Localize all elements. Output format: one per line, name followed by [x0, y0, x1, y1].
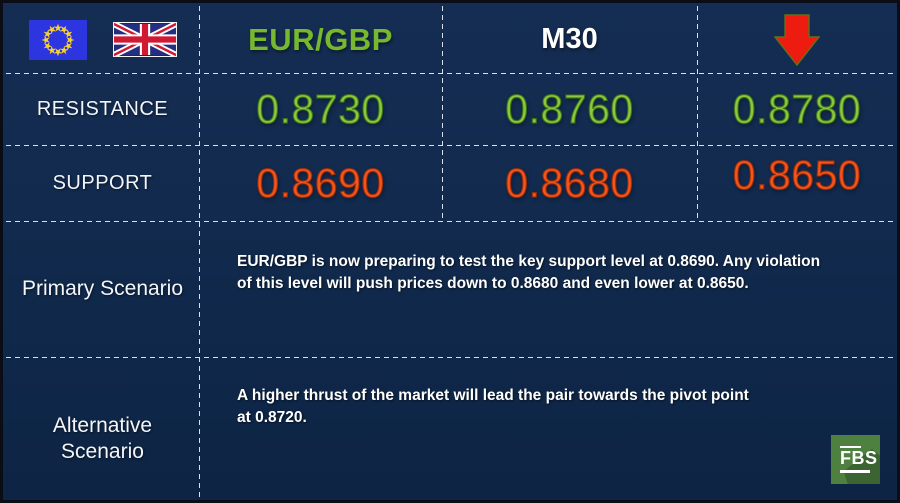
- resistance-label-cell: RESISTANCE: [6, 73, 199, 145]
- alternative-scenario-text: A higher thrust of the market will lead …: [237, 387, 749, 426]
- uk-flag-icon: [112, 22, 177, 57]
- support-value-cell: 0.8690: [199, 145, 442, 221]
- support-value-3: 0.8650: [732, 151, 862, 198]
- grid-line-vertical: [897, 6, 898, 221]
- fbs-logo-overline: [840, 446, 861, 448]
- primary-scenario-label: Primary Scenario: [21, 277, 184, 300]
- grid-line-vertical: [199, 6, 200, 500]
- support-value-cell: 0.8680: [442, 145, 697, 221]
- resistance-value-cell: 0.8760: [442, 73, 697, 145]
- support-value-2: 0.8680: [505, 159, 634, 206]
- fbs-logo-text: FBS: [840, 448, 878, 468]
- pair-title-cell: EUR/GBP: [199, 6, 442, 73]
- resistance-value-cell: 0.8780: [697, 73, 897, 145]
- support-value-cell: 0.8650: [697, 145, 897, 221]
- grid-line-horizontal: [6, 357, 897, 358]
- fbs-logo: FBS: [831, 435, 880, 484]
- down-arrow-icon: [774, 13, 820, 66]
- fbs-logo-underline: [840, 470, 870, 473]
- primary-scenario-label-cell: Primary Scenario: [6, 221, 199, 357]
- pair-title: EUR/GBP: [248, 21, 393, 57]
- grid-line-horizontal: [6, 221, 897, 222]
- resistance-value-3: 0.8780: [732, 85, 862, 132]
- timeframe-cell: M30: [442, 6, 697, 73]
- resistance-value-cell: 0.8730: [199, 73, 442, 145]
- grid-line-horizontal: [6, 145, 897, 146]
- trend-cell: [697, 6, 897, 73]
- alternative-scenario-label-cell: Alternative Scenario: [6, 357, 199, 500]
- support-label: SUPPORT: [52, 171, 153, 194]
- resistance-label: RESISTANCE: [36, 97, 169, 120]
- support-value-1: 0.8690: [256, 159, 385, 206]
- eu-flag-icon: [28, 19, 87, 60]
- resistance-value-1: 0.8730: [256, 85, 385, 132]
- primary-scenario-text: EUR/GBP is now preparing to test the key…: [237, 253, 821, 292]
- pair-flags: [6, 6, 199, 73]
- timeframe-label: M30: [541, 23, 598, 55]
- resistance-value-2: 0.8760: [505, 85, 634, 132]
- grid-line-horizontal: [6, 73, 897, 74]
- grid-line-vertical: [442, 6, 443, 221]
- alternative-scenario-label: Alternative Scenario: [52, 414, 153, 463]
- grid-line-vertical: [697, 6, 698, 221]
- support-label-cell: SUPPORT: [6, 145, 199, 221]
